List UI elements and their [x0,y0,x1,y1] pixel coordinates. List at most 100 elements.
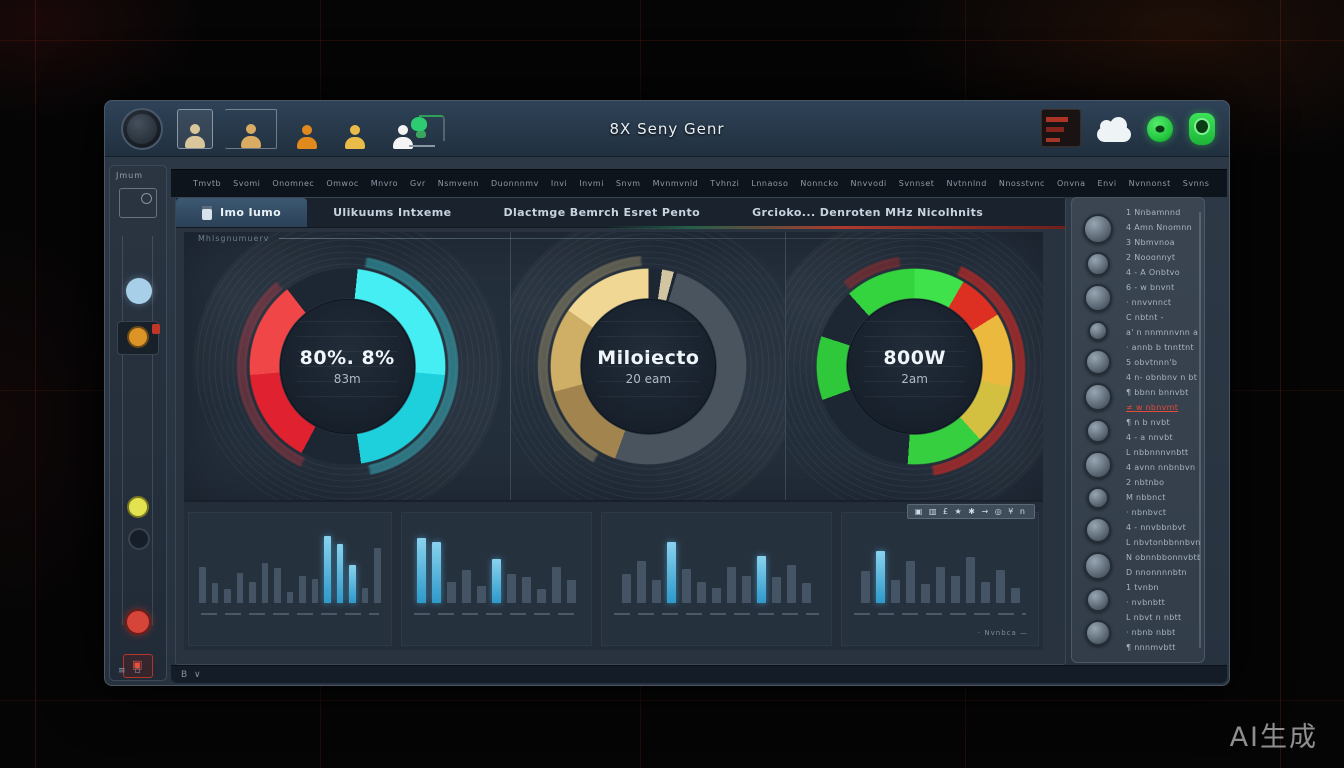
dark-knob-icon[interactable] [128,528,150,550]
user-avatar-button[interactable] [177,109,213,149]
tab[interactable]: Grcioko... Denroten MHz Nicolhnits [726,198,1009,227]
knob-icon[interactable] [1084,382,1112,411]
menu-item[interactable]: Onvna [1056,179,1086,188]
list-item[interactable]: C nbtnt - [1126,313,1164,322]
knob-icon[interactable] [1084,284,1112,313]
knob-icon[interactable] [1087,487,1109,510]
menu-item[interactable]: Snvm [615,179,641,188]
knob-icon[interactable] [1083,214,1113,245]
list-item[interactable]: D nnonnnnbtn [1126,568,1187,577]
list-item[interactable]: ¶ bbnn bnnvbt [1126,388,1189,397]
bar [461,569,471,603]
knob-icon[interactable] [1086,252,1110,277]
list-item[interactable]: M nbbnct [1126,493,1166,502]
list-item[interactable]: · nbnbvct [1126,508,1167,517]
knob-icon[interactable] [1085,348,1111,375]
list-item[interactable]: 4 - a nnvbt [1126,433,1173,442]
menu-item[interactable]: Tmvtb [193,179,222,188]
list-item[interactable]: ¶ n b nvbt [1126,418,1170,427]
menu-item[interactable]: Nvnnonst [1128,179,1171,188]
list-item[interactable]: ≠ w nbnvmt [1126,403,1179,412]
list-item[interactable]: 4 n- obnbnv n bt [1126,373,1198,382]
titlebar: 8X Seny Genr [105,101,1229,157]
knob-icon[interactable] [1086,418,1110,443]
yellow-indicator-icon[interactable] [127,496,149,518]
menu-item[interactable]: Mvnmvnld [652,179,699,188]
list-item[interactable]: 2 nbtnbo [1126,478,1165,487]
list-item[interactable]: 4 avnn nnbnbvn [1126,463,1196,472]
menu-item[interactable]: Nnosstvnc [998,179,1045,188]
menu-item[interactable]: Lnnaoso [751,179,789,188]
menu-item[interactable]: Onomnec [272,179,315,188]
list-item[interactable]: ¶ nnnmvbtt [1126,643,1176,652]
tab[interactable]: Dlactmge Bemrch Esret Pento [477,198,726,227]
menu-item[interactable]: Nsmvenn [437,179,479,188]
knob-icon[interactable] [1084,551,1112,580]
titlebar-right-controls [1041,109,1215,147]
menu-item[interactable]: Gvr [409,179,426,188]
list-item[interactable]: 1 Nnbamnnd [1126,208,1181,217]
menu-item[interactable]: Tvhnzi [710,179,740,188]
list-item[interactable]: · nvbnbtt [1126,598,1166,607]
list-item[interactable]: N obnnbbonnvbtb [1126,553,1200,562]
list-item[interactable]: 4 - A Onbtvo [1126,268,1180,277]
menu-item[interactable]: Duonnnmv [490,179,539,188]
menu-item[interactable]: Nonncko [800,179,839,188]
bars-legend[interactable]: ▣ ▥ £ ★ ✱ → ◎ ¥ n [906,504,1035,519]
list-item[interactable]: 4 Amn Nnomnn [1126,223,1192,232]
list-item[interactable]: 1 tvnbn [1126,583,1159,592]
knob-icon[interactable] [1088,320,1108,341]
red-indicator-icon[interactable] [125,609,151,635]
menu-item[interactable]: Svomi [233,179,261,188]
bar-panel-3 [600,512,833,646]
amber-knob-icon[interactable] [127,326,149,348]
status-ok-button[interactable] [1147,115,1173,142]
footer-label: B ∨ [181,669,203,680]
scrollbar[interactable] [1199,212,1201,648]
lamp-icon[interactable] [407,113,447,147]
list-item[interactable]: 2 Nooonnyt [1126,253,1176,262]
menu-item[interactable]: Svnnset [898,179,935,188]
list-item[interactable]: 5 obvtnnn'b [1126,358,1178,367]
menu-item[interactable]: Nvtnnlnd [946,179,987,188]
red-stop-button[interactable] [123,654,153,678]
bar [621,574,631,603]
list-item[interactable]: L nbvtonbbnnbvn [1126,538,1200,547]
user-avatar-button[interactable] [225,109,277,149]
list-item[interactable]: a' n nnmnnvnn a [1126,328,1199,337]
slider-track[interactable] [152,236,153,625]
tool-slot-icon[interactable] [119,188,157,218]
knob-icon[interactable] [1085,517,1111,544]
list-item[interactable]: L nbbnnnvnbtt [1126,448,1189,457]
menu-item[interactable]: Invi [550,179,568,188]
list-item[interactable]: · nbnb nbbt [1126,628,1176,637]
list-item[interactable]: L nbvt n nbtt [1126,613,1182,622]
knob-icon[interactable] [1086,587,1110,612]
menu-item[interactable]: Svnns [1182,179,1210,188]
tab[interactable]: Ulikuums Intxeme [307,198,477,227]
menu-item[interactable]: Invmi [579,179,604,188]
cloud-icon[interactable] [1097,117,1131,142]
power-pin-button[interactable] [1189,112,1215,145]
tab[interactable]: Imo Iumo [176,198,308,227]
menu-item[interactable]: Mnvro [370,179,398,188]
knob-icon[interactable] [1084,451,1112,480]
menu-item[interactable]: Envi [1097,179,1117,188]
multi-color-gauge: 800W 2am [786,232,1043,500]
list-item[interactable]: 6 - w bnvnt [1126,283,1175,292]
list-item[interactable]: 4 - nnvbbnbvt [1126,523,1187,532]
list-item[interactable]: 3 Nbmvnoa [1126,238,1175,247]
sidebar-list: 1 Nnbamnnd 4 Amn Nnomnn 3 Nbmvnoa 2 Nooonny… [1124,198,1204,662]
list-item[interactable]: · nnvvnnct [1126,298,1172,307]
bar [771,577,781,603]
app-emblem-icon[interactable] [121,108,163,150]
blue-indicator-icon[interactable] [126,278,152,304]
bar [299,575,306,603]
device-panel-icon[interactable] [1041,109,1081,147]
knob-icon[interactable] [1085,619,1111,646]
menu-item[interactable]: Omwoc [326,179,359,188]
menu-item[interactable]: Nnvvodi [850,179,887,188]
list-item[interactable]: · annb b tnnttnt [1126,343,1194,352]
bars [412,527,581,603]
slider-track[interactable] [122,236,123,625]
